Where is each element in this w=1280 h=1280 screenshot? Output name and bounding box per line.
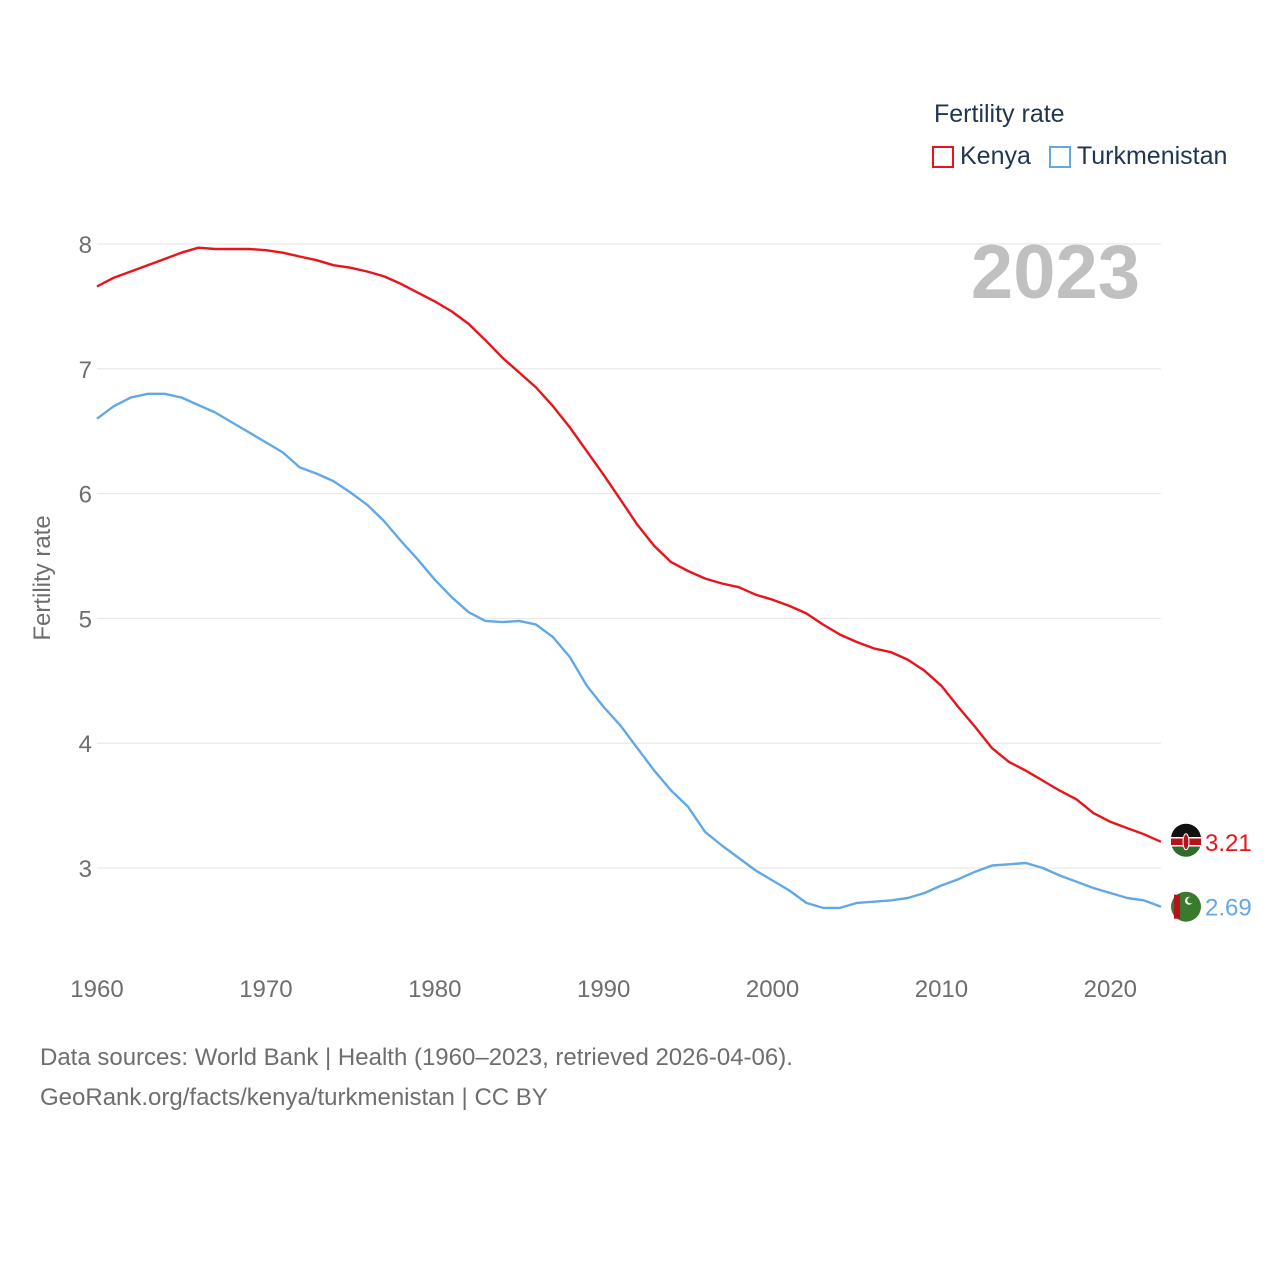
series-end-markers: 3.21 2.69 xyxy=(1171,823,1252,922)
x-tick-label: 2000 xyxy=(746,976,799,1003)
legend-item-kenya[interactable]: Kenya xyxy=(932,142,1031,171)
footer-sources: Data sources: World Bank | Health (1960–… xyxy=(40,1044,793,1071)
x-tick-label: 1960 xyxy=(70,976,123,1003)
y-tick-label: 8 xyxy=(79,232,92,259)
end-value-kenya: 3.21 xyxy=(1205,830,1252,857)
footer-credit[interactable]: GeoRank.org/facts/kenya/turkmenistan | C… xyxy=(40,1084,548,1111)
series-line-kenya xyxy=(96,246,1162,843)
legend: Kenya Turkmenistan xyxy=(932,142,1245,171)
gridlines xyxy=(97,243,1161,869)
y-tick-label: 6 xyxy=(79,482,92,509)
x-tick-label: 1970 xyxy=(239,976,292,1003)
flag-kenya-icon xyxy=(1171,823,1201,857)
legend-label-turkmenistan: Turkmenistan xyxy=(1076,142,1228,170)
x-tick-label: 1990 xyxy=(577,976,630,1003)
legend-label-kenya: Kenya xyxy=(960,142,1031,170)
series-line-turkmenistan xyxy=(96,392,1162,910)
x-axis-ticks: 1960 1970 1980 1990 2000 2010 2020 xyxy=(70,976,1137,1003)
y-tick-label: 4 xyxy=(79,731,92,758)
y-axis-label: Fertility rate xyxy=(29,515,56,640)
y-tick-label: 5 xyxy=(79,606,92,633)
legend-swatch-kenya xyxy=(932,145,954,168)
y-tick-label: 7 xyxy=(79,357,92,384)
legend-title: Fertility rate xyxy=(934,100,1065,128)
legend-item-turkmenistan[interactable]: Turkmenistan xyxy=(1048,142,1228,171)
flag-turkmenistan-icon xyxy=(1171,891,1201,922)
x-tick-label: 2010 xyxy=(915,976,968,1003)
x-tick-label: 1980 xyxy=(408,976,461,1003)
y-axis-ticks: 3 4 5 6 7 8 xyxy=(79,232,92,883)
legend-swatch-turkmenistan xyxy=(1048,145,1071,168)
year-watermark: 2023 xyxy=(971,230,1140,315)
series-lines xyxy=(96,246,1162,910)
end-value-turkmenistan: 2.69 xyxy=(1205,895,1252,922)
y-tick-label: 3 xyxy=(79,856,92,883)
x-tick-label: 2020 xyxy=(1084,976,1137,1003)
